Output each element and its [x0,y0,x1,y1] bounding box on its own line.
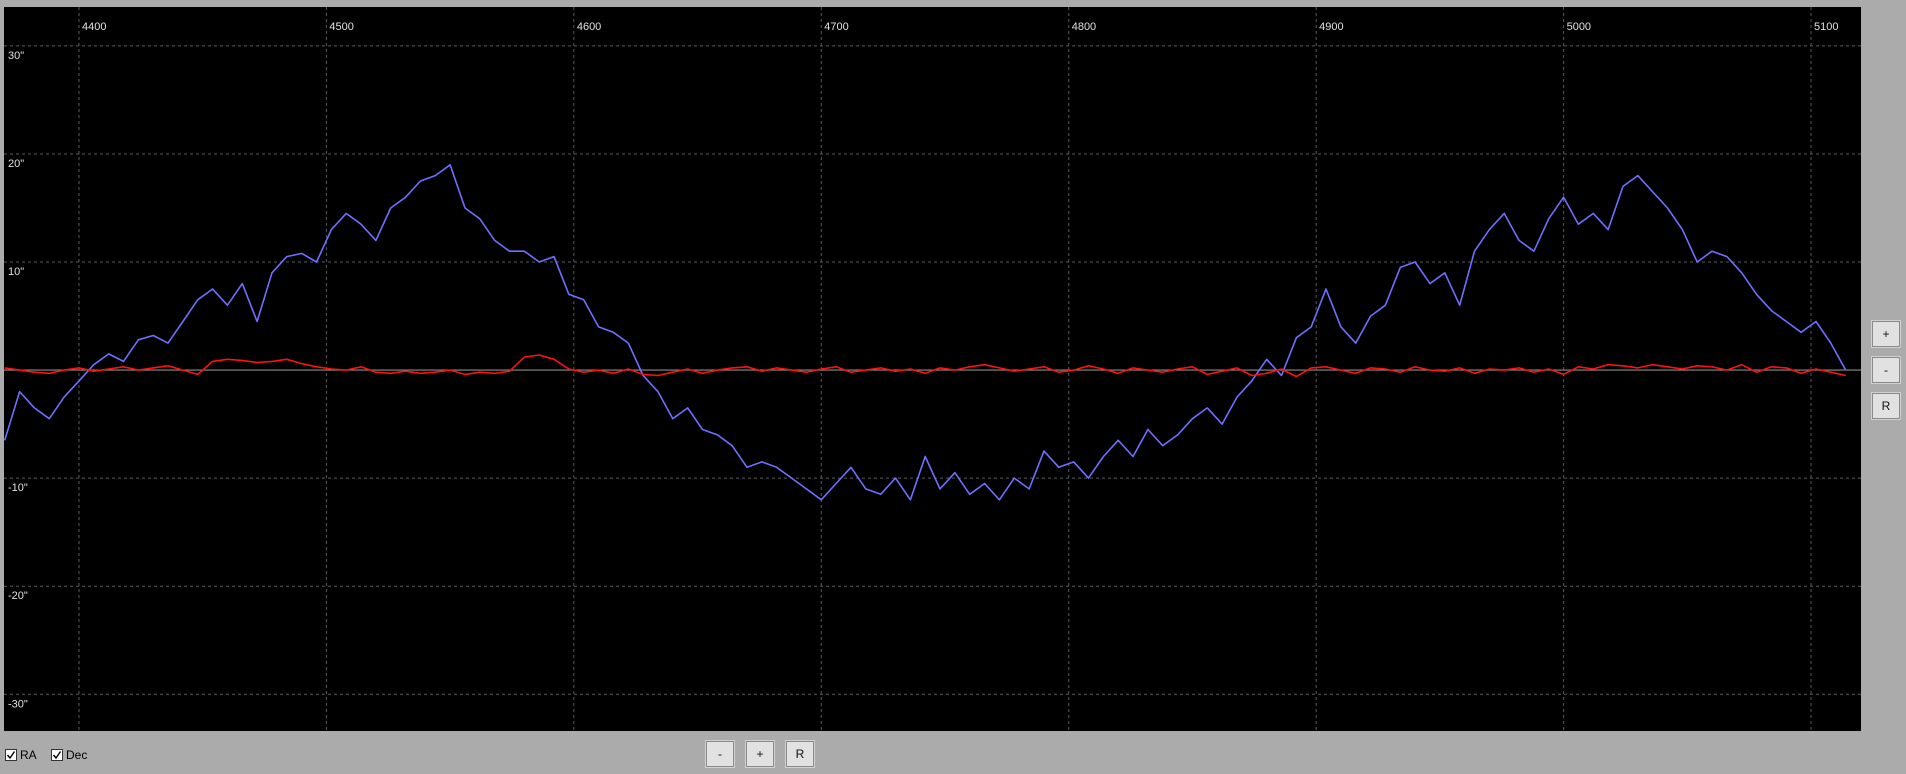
x-tick-label: 5100 [1814,21,1838,33]
series-line [4,354,1846,378]
y-tick-label: 30" [8,50,24,62]
series-line [3,164,1847,501]
check-mark [52,751,62,760]
checkbox-box[interactable] [5,749,17,761]
checkbox-box[interactable] [51,749,63,761]
zoom-button[interactable]: R [1871,392,1901,420]
y-tick-label: -10" [8,482,28,494]
y-tick-label: -20" [8,590,28,602]
check-mark [6,751,16,760]
zoom-button[interactable]: - [1871,356,1901,384]
x-tick-label: 4400 [82,21,106,33]
series-checkbox[interactable]: Dec [51,747,87,763]
x-tick-label: 4900 [1319,21,1343,33]
series-checkbox[interactable]: RA [5,747,37,763]
checkbox-label: Dec [66,748,88,762]
graph: 4400 4500 4600 4700 4800 4900 5000 5100 30" 20" 10… [3,7,1861,731]
checkbox-label: RA [20,748,37,762]
x-tick-label: 4700 [824,21,848,33]
x-tick-label: 4500 [329,21,353,33]
x-tick-label: 5000 [1567,21,1591,33]
scale-button[interactable]: R [785,740,815,768]
y-tick-label: 20" [8,158,24,170]
y-tick-label: 10" [8,266,24,278]
x-tick-label: 4800 [1072,21,1096,33]
scale-button[interactable]: - [705,740,735,768]
x-tick-label: 4600 [577,21,601,33]
y-tick-label: -30" [8,698,28,710]
plot-area [4,7,1861,731]
scale-button[interactable]: + [745,740,775,768]
zoom-button[interactable]: + [1871,320,1901,348]
